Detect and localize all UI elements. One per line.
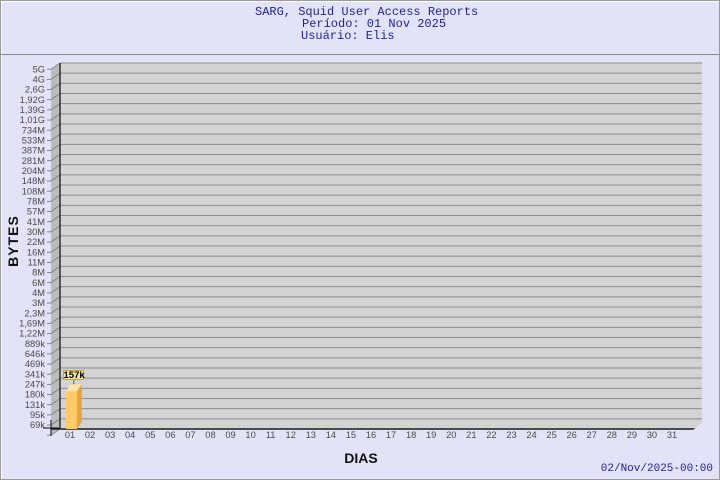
svg-text:15: 15 <box>346 430 356 440</box>
svg-text:2,3M: 2,3M <box>24 308 45 318</box>
svg-text:204M: 204M <box>22 166 45 176</box>
svg-text:12: 12 <box>286 430 296 440</box>
svg-text:69k: 69k <box>30 420 45 430</box>
svg-text:17: 17 <box>386 430 396 440</box>
svg-text:41M: 41M <box>27 217 45 227</box>
svg-text:1,39G: 1,39G <box>20 105 45 115</box>
svg-text:16M: 16M <box>27 247 45 257</box>
svg-text:03: 03 <box>105 430 115 440</box>
svg-text:31: 31 <box>667 430 677 440</box>
svg-text:22: 22 <box>486 430 496 440</box>
svg-text:2,6G: 2,6G <box>25 85 45 95</box>
svg-text:387M: 387M <box>22 146 45 156</box>
svg-text:6M: 6M <box>32 278 45 288</box>
svg-text:3M: 3M <box>32 298 45 308</box>
svg-text:180k: 180k <box>25 390 46 400</box>
svg-text:469k: 469k <box>25 359 46 369</box>
svg-text:01: 01 <box>65 430 75 440</box>
svg-text:4M: 4M <box>32 288 45 298</box>
svg-text:22M: 22M <box>27 237 45 247</box>
svg-text:533M: 533M <box>22 136 45 146</box>
svg-text:28: 28 <box>607 430 617 440</box>
svg-text:29: 29 <box>627 430 637 440</box>
svg-text:06: 06 <box>165 430 175 440</box>
svg-text:1,92G: 1,92G <box>20 95 45 105</box>
svg-text:02: 02 <box>85 430 95 440</box>
svg-text:07: 07 <box>185 430 195 440</box>
svg-text:734M: 734M <box>22 125 45 135</box>
svg-text:16: 16 <box>366 430 376 440</box>
svg-text:281M: 281M <box>22 156 45 166</box>
svg-text:05: 05 <box>145 430 155 440</box>
svg-text:09: 09 <box>225 430 235 440</box>
svg-text:57M: 57M <box>27 207 45 217</box>
svg-text:13: 13 <box>306 430 316 440</box>
svg-text:148M: 148M <box>22 176 45 186</box>
svg-text:19: 19 <box>426 430 436 440</box>
svg-text:27: 27 <box>587 430 597 440</box>
svg-text:10: 10 <box>245 430 255 440</box>
svg-text:1,01G: 1,01G <box>20 115 45 125</box>
svg-text:131k: 131k <box>25 400 46 410</box>
svg-text:18: 18 <box>406 430 416 440</box>
svg-text:78M: 78M <box>27 197 45 207</box>
svg-text:30: 30 <box>647 430 657 440</box>
svg-text:11M: 11M <box>28 258 45 268</box>
svg-text:21: 21 <box>466 430 476 440</box>
svg-text:26: 26 <box>566 430 576 440</box>
svg-text:341k: 341k <box>25 369 46 379</box>
svg-text:24: 24 <box>526 430 536 440</box>
svg-text:30M: 30M <box>27 227 45 237</box>
svg-text:08: 08 <box>205 430 215 440</box>
svg-text:108M: 108M <box>22 186 45 196</box>
svg-text:11: 11 <box>266 430 276 440</box>
svg-text:95k: 95k <box>30 410 45 420</box>
svg-text:247k: 247k <box>25 380 46 390</box>
svg-text:889k: 889k <box>25 339 46 349</box>
svg-text:1,22M: 1,22M <box>19 329 45 339</box>
svg-text:646k: 646k <box>25 349 46 359</box>
svg-text:8M: 8M <box>32 268 45 278</box>
svg-text:1,69M: 1,69M <box>19 319 45 329</box>
svg-text:5G: 5G <box>33 64 45 74</box>
svg-text:4G: 4G <box>33 75 45 85</box>
svg-text:20: 20 <box>446 430 456 440</box>
svg-text:04: 04 <box>125 430 135 440</box>
svg-text:14: 14 <box>326 430 336 440</box>
svg-text:23: 23 <box>506 430 516 440</box>
svg-text:25: 25 <box>546 430 556 440</box>
